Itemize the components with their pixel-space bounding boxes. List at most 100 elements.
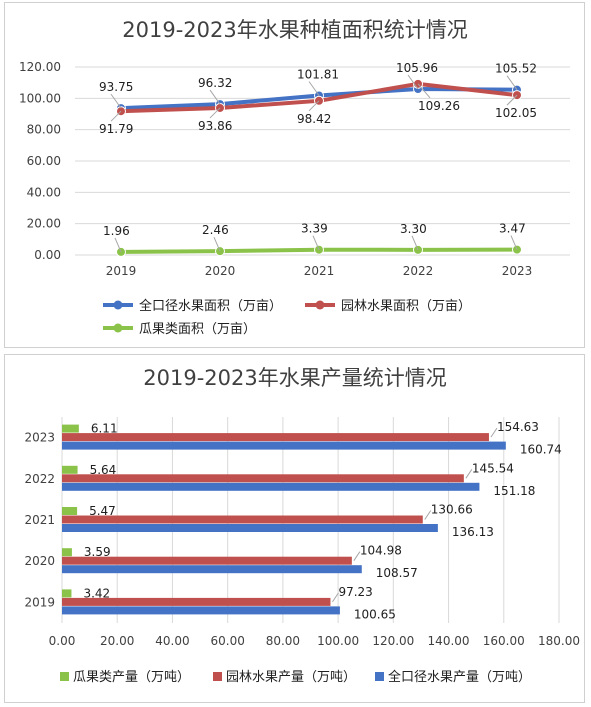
leader-line [490,427,498,438]
x-tick-label: 2020 [205,264,236,278]
bar [62,465,78,474]
data-label: 93.75 [99,80,133,94]
bar [62,565,362,574]
area-line-chart: 2019-2023年水果种植面积统计情况 0.00 20.00 40.00 60.00… [19,18,570,337]
leader-line [213,236,221,252]
data-label: 100.65 [354,607,396,621]
data-label: 151.18 [493,484,535,498]
legend-marker [113,300,123,310]
leader-line [465,469,473,479]
leader-line [308,81,320,96]
output-bar-chart: 2019-2023年水果产量统计情况 0.00 20.00 40.00 60.00 80… [24,366,580,685]
leader-line [424,510,432,520]
area-chart-panel: 2019-2023年水果种植面积统计情况 0.00 20.00 40.00 60.00… [4,2,585,348]
x-tick-label: 180.00 [538,634,580,648]
legend-entry: 瓜果类产量（万吨） [73,670,190,685]
legend-swatch [60,672,69,681]
data-label: 1.96 [103,224,130,238]
leader-line [209,89,221,105]
bar [62,589,72,598]
data-label: 98.42 [297,112,331,126]
legend-entry: 全口径水果面积（万亩） [139,298,282,314]
x-tick-label: 100.00 [317,634,359,648]
leader-line [506,94,518,106]
leader-line [209,107,221,119]
bar [62,515,423,524]
output-chart-panel: 2019-2023年水果产量统计情况 0.00 20.00 40.00 60.00 80… [4,354,585,703]
leader-line [332,592,339,603]
x-tick-label: 20.00 [100,634,134,648]
bar [62,548,72,557]
data-label: 2.46 [202,223,229,237]
leader-line [308,100,320,112]
bar [62,597,331,606]
x-tick-label: 2021 [304,264,335,278]
data-label: 101.81 [297,67,339,81]
y-tick-label: 120.00 [19,60,61,74]
data-label: 3.30 [400,222,427,236]
legend-marker [315,300,325,310]
leader-line [114,237,122,253]
data-label: 136.13 [452,525,494,539]
legend-swatch [375,672,384,681]
x-tick-label: 2022 [403,264,434,278]
data-label: 5.47 [89,504,116,518]
bar [62,556,352,565]
data-label: 102.05 [495,106,537,120]
legend-entry: 全口径水果产量（万吨） [388,669,531,685]
data-label: 91.79 [99,122,133,136]
x-tick-label: 60.00 [210,634,244,648]
y-tick-label: 2023 [24,431,55,445]
x-tick-label: 80.00 [266,634,300,648]
x-tick-label: 2023 [502,264,533,278]
data-label: 3.47 [499,222,526,236]
legend-marker [113,323,123,333]
y-tick-label: 2021 [24,513,55,527]
y-tick-label: 0.00 [34,248,61,262]
bar [62,433,489,442]
legend-swatch [213,672,222,681]
data-label: 3.39 [301,222,328,236]
leader-line [407,74,419,90]
bar [62,606,340,615]
data-label: 6.11 [91,422,118,436]
x-tick-label: 0.00 [49,634,76,648]
data-label: 5.64 [90,463,117,477]
output-chart-title: 2019-2023年水果产量统计情况 [143,366,446,390]
bar [62,482,480,491]
x-tick-label: 140.00 [428,634,470,648]
bar [62,424,79,433]
data-label: 105.52 [495,62,537,76]
data-label: 109.26 [418,99,460,113]
y-tick-label: 80.00 [27,123,61,137]
leader-line [417,83,431,99]
leader-line [353,551,361,561]
x-tick-label: 2019 [106,264,137,278]
data-label: 96.32 [198,76,232,90]
legend-entry: 园林水果产量（万吨） [226,670,356,685]
data-label: 108.57 [376,566,418,580]
data-label: 93.86 [198,119,232,133]
bar [62,524,438,532]
data-label: 97.23 [338,585,372,599]
leader-line [411,235,419,251]
bar [62,441,506,450]
legend-entry: 园林水果面积（万亩） [341,298,471,314]
y-tick-label: 2020 [24,554,55,568]
legend-entry: 瓜果类面积（万亩） [139,321,256,337]
data-label: 104.98 [360,544,402,558]
data-label: 3.42 [83,586,110,600]
area-chart-title: 2019-2023年水果种植面积统计情况 [122,18,467,42]
y-tick-label: 100.00 [19,91,61,105]
bar [62,507,78,515]
data-label: 105.96 [396,61,438,75]
data-label: 130.66 [431,503,473,517]
bar [62,474,464,483]
leader-line [506,75,518,90]
y-tick-label: 20.00 [27,217,61,231]
leader-line [110,110,122,122]
x-tick-label: 160.00 [483,634,525,648]
y-tick-label: 60.00 [27,154,61,168]
leader-line [312,235,320,250]
x-tick-label: 120.00 [372,634,414,648]
